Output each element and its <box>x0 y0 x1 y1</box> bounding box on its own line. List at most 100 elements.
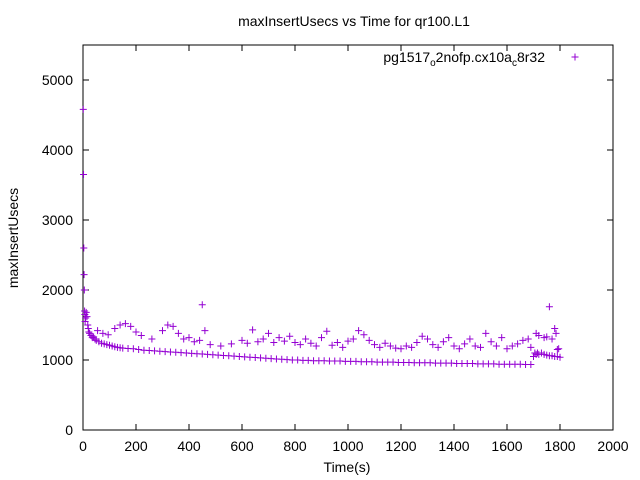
data-point <box>318 334 325 342</box>
data-point <box>135 346 143 353</box>
data-point <box>254 338 262 346</box>
data-point <box>129 345 137 353</box>
data-point <box>312 342 320 350</box>
data-point <box>80 271 88 279</box>
y-tick-label: 1000 <box>42 352 73 368</box>
data-point <box>386 342 394 350</box>
x-tick-label: 1400 <box>438 438 469 454</box>
data-point <box>323 327 331 335</box>
data-point <box>249 326 257 334</box>
data-point <box>132 328 140 336</box>
data-point <box>376 343 384 351</box>
data-point <box>492 342 500 350</box>
data-point <box>429 341 437 349</box>
legend: pg1517o2nofp.cx10ac8r32 <box>383 49 579 69</box>
data-point <box>543 333 551 341</box>
data-point <box>527 343 535 351</box>
data-point <box>137 332 145 339</box>
data-point <box>482 329 490 337</box>
x-tick-label: 200 <box>124 438 148 454</box>
legend-label-tail: 8r32 <box>517 49 545 65</box>
data-point <box>535 332 543 339</box>
data-point <box>439 338 447 346</box>
data-point <box>514 340 522 348</box>
data-point <box>259 335 267 343</box>
data-point <box>307 339 315 347</box>
data-point <box>355 327 363 335</box>
data-point <box>291 339 299 346</box>
data-point <box>265 329 272 337</box>
legend-label: pg1517o2nofp.cx10ac8r32 <box>383 49 545 69</box>
data-point <box>402 342 410 350</box>
data-point <box>198 301 206 309</box>
data-point <box>445 334 453 342</box>
data-point <box>339 343 347 351</box>
chart-title: maxInsertUsecs vs Time for qr100.L1 <box>238 13 470 29</box>
data-point <box>84 325 92 332</box>
y-tick-label: 3000 <box>42 212 73 228</box>
data-point <box>243 339 251 347</box>
data-point <box>121 320 129 328</box>
data-point <box>545 303 553 311</box>
data-point <box>111 325 119 332</box>
data-point <box>80 244 88 252</box>
data-point <box>551 325 559 332</box>
data-point <box>80 286 88 294</box>
data-point <box>466 335 474 343</box>
data-point <box>548 335 556 343</box>
data-point <box>104 331 112 339</box>
data-point <box>80 171 88 178</box>
legend-marker-symbol <box>571 53 579 61</box>
data-point <box>270 339 278 346</box>
data-point <box>498 334 506 342</box>
data-point <box>328 341 336 349</box>
data-point <box>519 336 527 344</box>
data-point <box>349 335 357 343</box>
data-point <box>527 361 535 369</box>
data-point <box>201 327 209 335</box>
x-tick-label: 600 <box>230 438 254 454</box>
data-point <box>206 341 214 349</box>
y-tick-label: 5000 <box>42 72 73 88</box>
x-tick-label: 0 <box>79 438 87 454</box>
data-point <box>196 336 204 344</box>
data-point <box>434 343 442 351</box>
data-point <box>450 342 458 350</box>
data-point <box>381 339 389 347</box>
data-point <box>360 331 368 339</box>
y-tick-label: 0 <box>65 422 73 438</box>
data-point <box>286 332 294 340</box>
data-point <box>424 335 431 343</box>
data-point <box>455 345 463 353</box>
data-point <box>487 338 495 346</box>
data-point <box>174 329 182 337</box>
data-point <box>79 105 87 113</box>
x-tick-label: 400 <box>177 438 201 454</box>
data-point <box>408 343 416 351</box>
x-tick-label: 1800 <box>544 438 575 454</box>
data-point <box>82 308 90 316</box>
data-point <box>238 336 246 344</box>
x-tick-label: 2000 <box>597 438 628 454</box>
data-point <box>84 321 92 329</box>
y-axis-label: maxInsertUsecs <box>5 188 21 288</box>
data-point <box>275 334 283 342</box>
data-point <box>418 332 426 340</box>
data-point <box>552 329 560 337</box>
data-point <box>503 345 511 353</box>
data-point <box>180 335 188 343</box>
data-point <box>217 342 225 350</box>
y-tick-label: 2000 <box>42 282 73 298</box>
data-point <box>508 342 516 350</box>
x-tick-label: 1200 <box>385 438 416 454</box>
data-point <box>344 337 352 345</box>
y-tick-label: 4000 <box>42 142 73 158</box>
legend-label-mid: 2nofp.cx10a <box>436 49 512 65</box>
data-point <box>365 336 373 344</box>
data-point <box>164 321 172 329</box>
data-point <box>227 340 235 348</box>
data-point <box>477 343 484 351</box>
x-tick-label: 800 <box>283 438 307 454</box>
data-point <box>413 339 421 346</box>
